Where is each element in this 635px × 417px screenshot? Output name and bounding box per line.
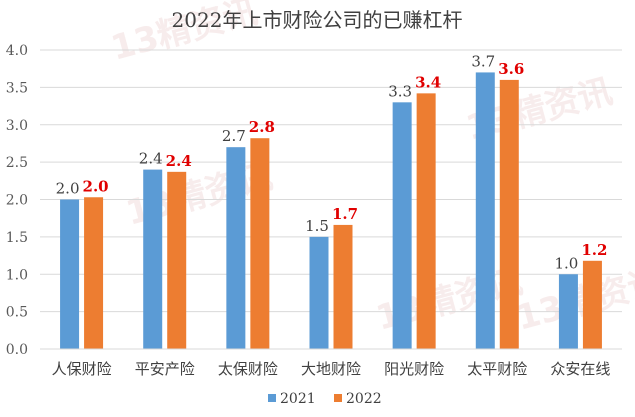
y-tick-label: 0.0 xyxy=(6,342,28,358)
bar-2022 xyxy=(84,197,104,349)
data-label-2022: 2.4 xyxy=(166,152,192,170)
bars xyxy=(60,72,602,350)
data-label-2022: 3.4 xyxy=(415,73,441,91)
y-tick-label: 3.5 xyxy=(6,80,28,96)
bar-2022 xyxy=(167,171,187,349)
x-tick-label: 太平财险 xyxy=(467,360,527,378)
y-tick-label: 2.5 xyxy=(6,155,28,171)
data-label-2022: 2.0 xyxy=(83,177,109,195)
data-label-2021: 2.7 xyxy=(222,127,246,145)
y-tick-label: 1.0 xyxy=(6,267,28,283)
data-label-2021: 2.0 xyxy=(56,180,80,198)
legend-label-2022: 2022 xyxy=(346,391,382,407)
legend-swatch-2022 xyxy=(334,394,342,402)
data-label-2021: 3.3 xyxy=(388,82,412,100)
y-tick-label: 1.5 xyxy=(6,230,28,246)
x-tick-label: 大地财险 xyxy=(301,360,361,378)
data-label-2021: 3.7 xyxy=(471,52,495,70)
y-tick-label: 4.0 xyxy=(6,43,28,59)
data-label-2022: 1.2 xyxy=(581,241,607,259)
legend-label-2021: 2021 xyxy=(280,391,316,407)
data-label-2021: 2.4 xyxy=(139,150,163,168)
bar-2021 xyxy=(143,169,163,349)
data-label-2022: 2.8 xyxy=(249,118,275,136)
x-tick-label: 众安在线 xyxy=(550,360,610,378)
bar-2022 xyxy=(499,79,519,350)
data-label-2021: 1.5 xyxy=(305,217,329,235)
x-tick-label: 太保财险 xyxy=(218,360,278,378)
bar-2021 xyxy=(475,72,495,350)
y-axis: 0.0 0.5 1.0 1.5 2.0 2.5 3.0 3.5 4.0 xyxy=(6,43,28,358)
data-label-2022: 3.6 xyxy=(498,60,524,78)
bar-2022 xyxy=(416,93,436,349)
bar-2021 xyxy=(392,102,412,349)
data-label-2021: 1.0 xyxy=(554,254,578,272)
chart-title: 2022年上市财险公司的已赚杠杆 xyxy=(172,8,463,32)
bar-2021 xyxy=(226,147,246,349)
legend: 2021 2022 xyxy=(268,391,382,407)
y-tick-label: 3.0 xyxy=(6,118,28,134)
bar-2022 xyxy=(333,224,353,349)
bar-2022 xyxy=(582,260,602,349)
bar-2022 xyxy=(250,138,270,349)
x-tick-label: 平安产险 xyxy=(135,360,195,378)
bar-2021 xyxy=(309,236,329,349)
bar-2021 xyxy=(60,199,80,349)
x-tick-label: 阳光财险 xyxy=(384,360,444,378)
x-axis: 人保财险 平安产险 太保财险 大地财险 阳光财险 太平财险 众安在线 xyxy=(40,348,622,378)
legend-swatch-2021 xyxy=(268,394,276,402)
y-tick-label: 0.5 xyxy=(6,305,28,321)
bar-2021 xyxy=(558,274,578,349)
data-label-2022: 1.7 xyxy=(332,205,358,223)
data-labels: 2.0 2.0 2.4 2.4 2.7 2.8 1.51.7 3.3 3.4 3.7 3.6 1.01… xyxy=(56,52,608,272)
y-tick-label: 2.0 xyxy=(6,193,28,209)
x-tick-label: 人保财险 xyxy=(52,360,112,378)
gridlines xyxy=(40,49,622,350)
